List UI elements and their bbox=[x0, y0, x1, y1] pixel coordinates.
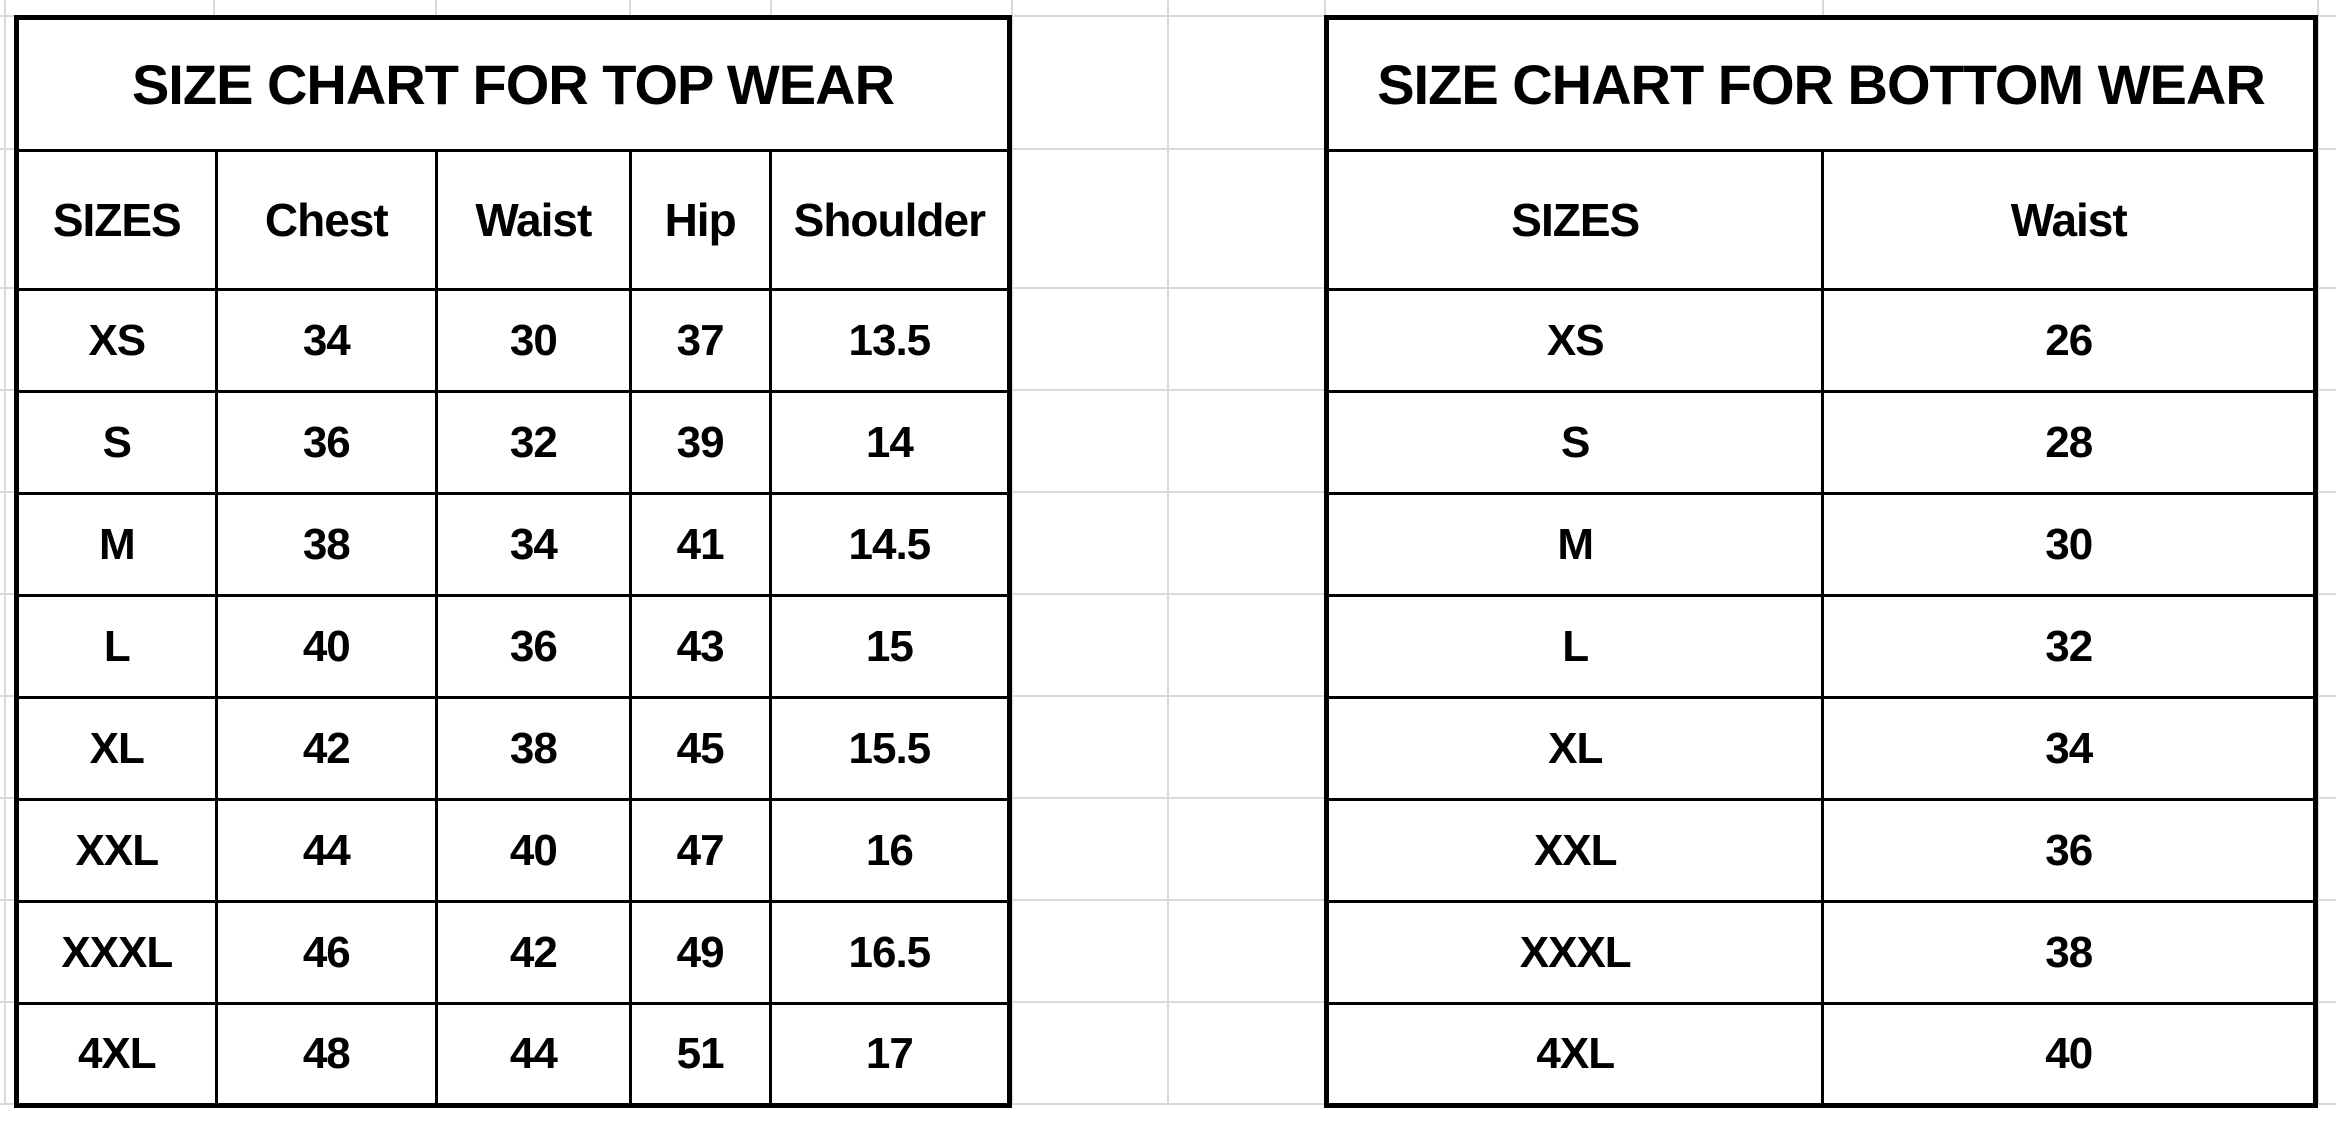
hip-value-cell: 43 bbox=[628, 594, 772, 699]
table-row: XXXL 38 bbox=[1324, 900, 2317, 1005]
hip-value-cell: 39 bbox=[628, 390, 772, 495]
size-label-cell: L bbox=[1324, 594, 1825, 699]
size-label-cell: M bbox=[1324, 492, 1825, 597]
chest-value-cell: 34 bbox=[214, 288, 439, 393]
column-header-shoulder: Shoulder bbox=[768, 149, 1012, 291]
waist-value-cell: 32 bbox=[435, 390, 632, 495]
chest-value-cell: 40 bbox=[214, 594, 439, 699]
size-label-cell: XXXL bbox=[15, 900, 218, 1005]
size-label-cell: XXL bbox=[1324, 798, 1825, 903]
column-header-waist: Waist bbox=[435, 149, 632, 291]
shoulder-value-cell: 16 bbox=[768, 798, 1012, 903]
table-row: XL 34 bbox=[1324, 696, 2317, 801]
size-label-cell: 4XL bbox=[1324, 1002, 1825, 1107]
table-row: XL 42 38 45 15.5 bbox=[15, 696, 1012, 801]
waist-value-cell: 44 bbox=[435, 1002, 632, 1107]
column-header-waist: Waist bbox=[1821, 149, 2317, 291]
shoulder-value-cell: 13.5 bbox=[768, 288, 1012, 393]
shoulder-value-cell: 14.5 bbox=[768, 492, 1012, 597]
waist-value-cell: 40 bbox=[435, 798, 632, 903]
table-row: S 36 32 39 14 bbox=[15, 390, 1012, 495]
chest-value-cell: 44 bbox=[214, 798, 439, 903]
size-label-cell: M bbox=[15, 492, 218, 597]
size-label-cell: L bbox=[15, 594, 218, 699]
waist-value-cell: 40 bbox=[1821, 1002, 2317, 1107]
waist-value-cell: 34 bbox=[1821, 696, 2317, 801]
size-label-cell: XL bbox=[15, 696, 218, 801]
top-wear-size-chart-table: SIZE CHART FOR TOP WEAR SIZES Chest Wais… bbox=[14, 15, 1012, 1108]
size-label-cell: XS bbox=[15, 288, 218, 393]
shoulder-value-cell: 16.5 bbox=[768, 900, 1012, 1005]
table-row: 4XL 48 44 51 17 bbox=[15, 1002, 1012, 1107]
gridline-vertical bbox=[1167, 0, 1169, 1103]
size-label-cell: XXXL bbox=[1324, 900, 1825, 1005]
table-row: XXL 44 40 47 16 bbox=[15, 798, 1012, 903]
waist-value-cell: 28 bbox=[1821, 390, 2317, 495]
chest-value-cell: 36 bbox=[214, 390, 439, 495]
bottom-wear-table-title: SIZE CHART FOR BOTTOM WEAR bbox=[1325, 16, 2317, 152]
top-wear-table-title: SIZE CHART FOR TOP WEAR bbox=[15, 16, 1011, 152]
size-label-cell: 4XL bbox=[15, 1002, 218, 1107]
hip-value-cell: 41 bbox=[628, 492, 772, 597]
waist-value-cell: 38 bbox=[1821, 900, 2317, 1005]
size-label-cell: XL bbox=[1324, 696, 1825, 801]
waist-value-cell: 38 bbox=[435, 696, 632, 801]
waist-value-cell: 36 bbox=[1821, 798, 2317, 903]
waist-value-cell: 36 bbox=[435, 594, 632, 699]
waist-value-cell: 26 bbox=[1821, 288, 2317, 393]
column-header-sizes: SIZES bbox=[1324, 149, 1825, 291]
waist-value-cell: 30 bbox=[435, 288, 632, 393]
gridline-vertical bbox=[1011, 0, 1013, 1103]
waist-value-cell: 34 bbox=[435, 492, 632, 597]
table-row: XXL 36 bbox=[1324, 798, 2317, 903]
gridline-vertical bbox=[2317, 0, 2319, 1103]
gridline-horizontal bbox=[0, 1103, 2336, 1105]
table-row: XS 34 30 37 13.5 bbox=[15, 288, 1012, 393]
column-header-chest: Chest bbox=[214, 149, 439, 291]
chest-value-cell: 46 bbox=[214, 900, 439, 1005]
column-header-sizes: SIZES bbox=[15, 149, 218, 291]
table-row: L 40 36 43 15 bbox=[15, 594, 1012, 699]
column-header-hip: Hip bbox=[628, 149, 772, 291]
hip-value-cell: 51 bbox=[628, 1002, 772, 1107]
table-row: 4XL 40 bbox=[1324, 1002, 2317, 1107]
chest-value-cell: 48 bbox=[214, 1002, 439, 1107]
shoulder-value-cell: 15 bbox=[768, 594, 1012, 699]
hip-value-cell: 45 bbox=[628, 696, 772, 801]
gridline-vertical bbox=[4, 0, 6, 1103]
table-row: XS 26 bbox=[1324, 288, 2317, 393]
chest-value-cell: 42 bbox=[214, 696, 439, 801]
size-label-cell: S bbox=[1324, 390, 1825, 495]
chest-value-cell: 38 bbox=[214, 492, 439, 597]
waist-value-cell: 30 bbox=[1821, 492, 2317, 597]
size-label-cell: XS bbox=[1324, 288, 1825, 393]
size-label-cell: S bbox=[15, 390, 218, 495]
hip-value-cell: 37 bbox=[628, 288, 772, 393]
table-row: S 28 bbox=[1324, 390, 2317, 495]
shoulder-value-cell: 17 bbox=[768, 1002, 1012, 1107]
size-label-cell: XXL bbox=[15, 798, 218, 903]
shoulder-value-cell: 14 bbox=[768, 390, 1012, 495]
waist-value-cell: 32 bbox=[1821, 594, 2317, 699]
shoulder-value-cell: 15.5 bbox=[768, 696, 1012, 801]
hip-value-cell: 49 bbox=[628, 900, 772, 1005]
table-row: L 32 bbox=[1324, 594, 2317, 699]
table-row: XXXL 46 42 49 16.5 bbox=[15, 900, 1012, 1005]
bottom-wear-size-chart-table: SIZE CHART FOR BOTTOM WEAR SIZES Waist X… bbox=[1324, 15, 2318, 1108]
waist-value-cell: 42 bbox=[435, 900, 632, 1005]
hip-value-cell: 47 bbox=[628, 798, 772, 903]
table-row: M 38 34 41 14.5 bbox=[15, 492, 1012, 597]
table-row: M 30 bbox=[1324, 492, 2317, 597]
